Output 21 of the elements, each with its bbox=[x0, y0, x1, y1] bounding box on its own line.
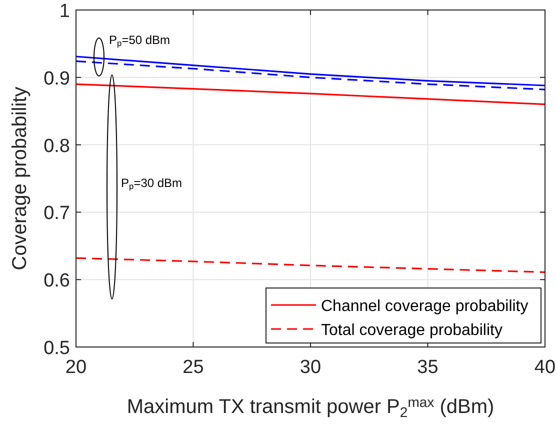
legend-label: Total coverage probability bbox=[321, 322, 502, 339]
y-tick-label: 1 bbox=[59, 1, 70, 22]
annotation: P$_{p}$=30 dBm bbox=[121, 176, 182, 192]
y-tick-label: 0.8 bbox=[44, 136, 70, 157]
x-tick-label: 35 bbox=[417, 357, 438, 378]
x-tick-label: 40 bbox=[534, 357, 556, 378]
line-series bbox=[75, 83, 546, 106]
x-axis-title: Maximum TX transmit power P$_{2}$$^{max}$ (dBm) bbox=[126, 394, 494, 420]
y-tick-label: 0.6 bbox=[44, 270, 70, 292]
x-tick-label: 30 bbox=[300, 357, 322, 378]
line-series bbox=[75, 60, 546, 90]
y-axis-title: Coverage probability bbox=[9, 86, 31, 270]
y-tick-label: 0.7 bbox=[44, 203, 70, 224]
line-series bbox=[75, 56, 546, 86]
x-tick-label: 25 bbox=[182, 357, 204, 378]
y-tick-label: 0.9 bbox=[44, 68, 70, 90]
legend-label: Channel coverage probability bbox=[321, 298, 528, 315]
y-tick-label: 0.5 bbox=[44, 338, 70, 359]
annotation: P$_{p}$=50 dBm bbox=[109, 33, 170, 48]
x-tick-label: 20 bbox=[65, 357, 87, 378]
line-series bbox=[75, 257, 546, 273]
